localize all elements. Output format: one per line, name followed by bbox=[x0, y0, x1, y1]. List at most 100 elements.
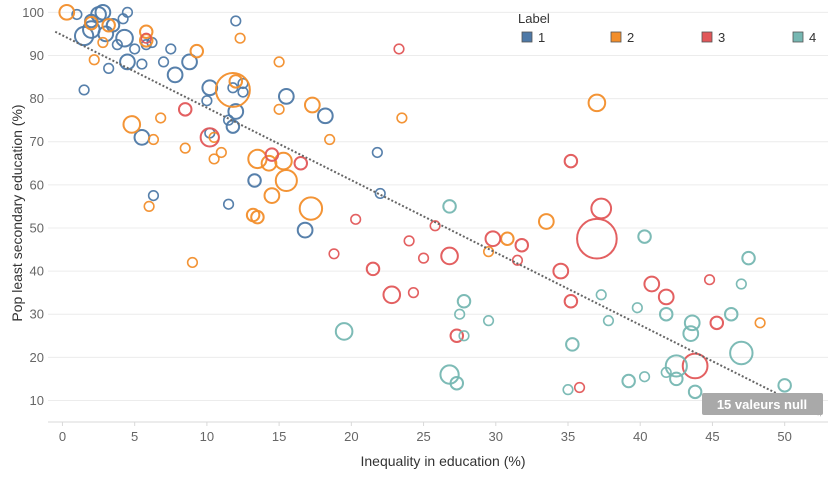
data-point-series-3[interactable] bbox=[403, 235, 415, 247]
data-point-series-3[interactable] bbox=[440, 246, 459, 266]
data-point-series-4[interactable] bbox=[439, 364, 460, 385]
data-point-series-1[interactable] bbox=[97, 25, 115, 43]
data-point-series-1[interactable] bbox=[225, 119, 241, 134]
data-point-series-4[interactable] bbox=[456, 294, 472, 309]
data-point-series-2[interactable] bbox=[88, 54, 100, 66]
data-point-series-1[interactable] bbox=[296, 221, 314, 239]
data-point-series-1[interactable] bbox=[201, 79, 219, 97]
data-point-series-3[interactable] bbox=[407, 287, 420, 299]
data-point-series-4[interactable] bbox=[638, 371, 651, 383]
data-point-series-1[interactable] bbox=[119, 53, 136, 71]
data-point-series-2[interactable] bbox=[324, 133, 336, 146]
data-point-series-3[interactable] bbox=[563, 153, 579, 169]
data-point-series-2[interactable] bbox=[537, 213, 555, 230]
data-point-series-4[interactable] bbox=[562, 384, 574, 396]
data-point-series-3[interactable] bbox=[563, 294, 579, 309]
data-point-series-4[interactable] bbox=[482, 315, 495, 327]
null-values-badge[interactable]: 15 valeurs null bbox=[702, 393, 823, 415]
data-point-series-2[interactable] bbox=[189, 43, 205, 59]
legend[interactable]: Label 1 2 3 4 bbox=[518, 11, 816, 45]
data-point-series-1[interactable] bbox=[105, 18, 121, 33]
data-point-series-2[interactable] bbox=[396, 112, 408, 124]
data-point-series-1[interactable] bbox=[111, 39, 123, 51]
data-point-series-4[interactable] bbox=[741, 250, 756, 266]
data-point-series-4[interactable] bbox=[682, 325, 700, 342]
data-point-series-3[interactable] bbox=[514, 237, 530, 253]
data-point-series-3[interactable] bbox=[703, 274, 716, 286]
data-point-series-4[interactable] bbox=[669, 371, 684, 387]
data-point-series-1[interactable] bbox=[121, 6, 134, 18]
data-point-series-3[interactable] bbox=[576, 217, 618, 260]
data-point-series-1[interactable] bbox=[147, 189, 160, 202]
data-point-series-2[interactable] bbox=[138, 24, 154, 39]
data-point-series-3[interactable] bbox=[417, 252, 430, 264]
data-point-series-1[interactable] bbox=[374, 187, 386, 200]
data-point-series-2[interactable] bbox=[215, 146, 227, 159]
data-point-series-3[interactable] bbox=[264, 147, 280, 162]
data-point-series-2[interactable] bbox=[260, 154, 278, 172]
data-point-series-3[interactable] bbox=[177, 102, 193, 117]
data-point-series-1[interactable] bbox=[201, 95, 213, 107]
data-point-series-4[interactable] bbox=[735, 278, 747, 290]
data-point-series-2[interactable] bbox=[97, 36, 109, 49]
data-point-series-3[interactable] bbox=[643, 275, 661, 293]
data-point-series-3[interactable] bbox=[350, 213, 362, 225]
data-point-series-3[interactable] bbox=[511, 254, 524, 266]
data-point-series-1[interactable] bbox=[222, 198, 235, 210]
data-point-series-2[interactable] bbox=[186, 256, 199, 269]
data-point-series-3[interactable] bbox=[709, 315, 725, 331]
data-point-series-2[interactable] bbox=[303, 96, 321, 114]
data-point-series-4[interactable] bbox=[449, 375, 465, 391]
data-point-series-1[interactable] bbox=[371, 146, 383, 159]
data-point-series-1[interactable] bbox=[71, 8, 83, 21]
data-point-series-2[interactable] bbox=[122, 115, 142, 134]
data-point-series-4[interactable] bbox=[602, 315, 615, 327]
data-point-series-2[interactable] bbox=[58, 3, 76, 21]
data-point-series-2[interactable] bbox=[101, 18, 116, 33]
data-point-series-4[interactable] bbox=[631, 302, 643, 314]
data-point-series-1[interactable] bbox=[136, 58, 148, 70]
data-point-series-2[interactable] bbox=[263, 187, 281, 204]
data-point-series-1[interactable] bbox=[227, 103, 245, 120]
data-point-series-4[interactable] bbox=[658, 306, 674, 322]
data-point-series-2[interactable] bbox=[482, 246, 495, 258]
data-point-series-3[interactable] bbox=[328, 248, 340, 260]
data-point-series-1[interactable] bbox=[103, 62, 115, 74]
data-point-series-2[interactable] bbox=[298, 196, 324, 221]
data-point-series-4[interactable] bbox=[458, 330, 470, 342]
data-point-series-4[interactable] bbox=[723, 306, 739, 322]
data-point-series-2[interactable] bbox=[754, 317, 766, 329]
data-point-series-2[interactable] bbox=[214, 71, 251, 108]
data-point-series-2[interactable] bbox=[500, 231, 515, 246]
data-point-series-1[interactable] bbox=[247, 173, 262, 188]
data-point-series-4[interactable] bbox=[442, 199, 457, 214]
data-point-series-4[interactable] bbox=[683, 314, 701, 332]
data-point-series-3[interactable] bbox=[573, 381, 586, 394]
data-point-series-2[interactable] bbox=[143, 200, 155, 212]
data-point-series-2[interactable] bbox=[228, 74, 244, 89]
data-point-series-1[interactable] bbox=[166, 66, 184, 84]
data-point-series-4[interactable] bbox=[660, 366, 672, 379]
data-point-series-2[interactable] bbox=[273, 103, 285, 115]
data-point-series-1[interactable] bbox=[129, 43, 141, 55]
data-point-series-4[interactable] bbox=[777, 378, 792, 393]
data-point-series-4[interactable] bbox=[595, 289, 607, 301]
data-point-series-3[interactable] bbox=[199, 127, 220, 148]
data-point-series-3[interactable] bbox=[365, 261, 381, 277]
data-point-series-2[interactable] bbox=[234, 32, 246, 44]
data-point-series-2[interactable] bbox=[250, 209, 265, 225]
data-point-series-1[interactable] bbox=[230, 15, 242, 27]
data-point-series-4[interactable] bbox=[637, 229, 652, 244]
data-point-series-4[interactable] bbox=[334, 322, 354, 341]
data-point-series-3[interactable] bbox=[484, 230, 502, 248]
data-point-series-3[interactable] bbox=[590, 197, 613, 220]
data-point-series-2[interactable] bbox=[587, 93, 607, 113]
data-point-series-1[interactable] bbox=[165, 43, 177, 55]
data-point-series-2[interactable] bbox=[208, 153, 220, 165]
data-point-series-2[interactable] bbox=[273, 56, 285, 68]
data-point-series-1[interactable] bbox=[181, 53, 198, 71]
data-point-series-1[interactable] bbox=[237, 86, 249, 98]
data-point-series-4[interactable] bbox=[664, 354, 688, 378]
data-point-series-3[interactable] bbox=[429, 220, 441, 232]
data-point-series-4[interactable] bbox=[729, 340, 754, 366]
